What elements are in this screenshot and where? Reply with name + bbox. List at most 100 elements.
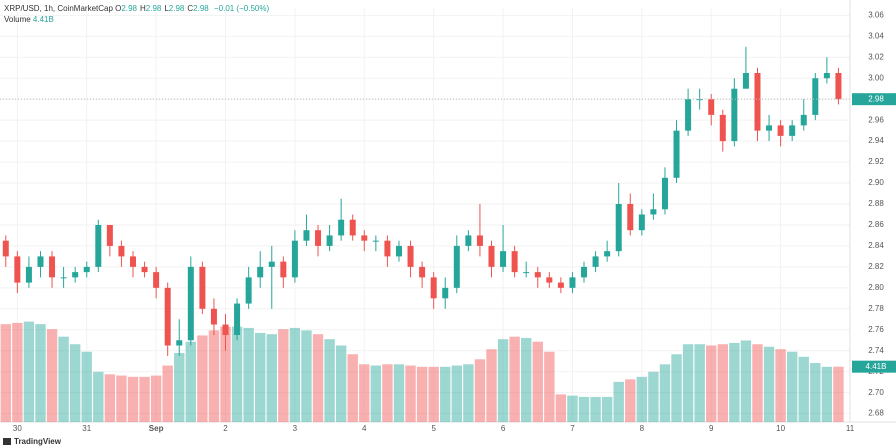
candle-body (129, 256, 136, 267)
candle-body (303, 230, 310, 241)
volume-bar (717, 344, 728, 422)
symbol: XRP/USD, 1h, CoinMarketCap (4, 4, 113, 13)
candle-body (731, 88, 738, 142)
candle-body (326, 235, 333, 246)
candle-body (338, 219, 345, 236)
volume-bar (544, 351, 555, 422)
x-tick-label: 6 (501, 424, 506, 433)
candle-body (511, 251, 518, 273)
candle-body (2, 240, 9, 257)
volume-bar (243, 327, 254, 422)
legend-value: 2.98 (145, 4, 162, 13)
volume-bar (590, 396, 601, 422)
volume-bar (520, 337, 532, 422)
candle-body (534, 272, 541, 278)
volume-bar (208, 330, 220, 422)
candle-body (176, 340, 183, 346)
volume-bar (23, 321, 35, 422)
volume-bar (532, 341, 543, 422)
candle-body (476, 235, 483, 246)
volume-tag (852, 360, 896, 373)
volume-bar (763, 346, 775, 422)
volume-bar (810, 363, 821, 422)
volume-bar (116, 375, 127, 422)
candle-body (719, 114, 726, 142)
candle-body (442, 287, 449, 299)
legend-key: O (115, 4, 122, 13)
legend-row: XRP/USD, 1h, CoinMarketCap O2.98 H2.98 L2.… (4, 3, 269, 14)
y-tick-label: 2.82 (868, 262, 884, 271)
candle-body (395, 245, 402, 257)
watermark: TradingView (14, 437, 62, 446)
volume-bar (416, 366, 428, 422)
candle-body (280, 261, 287, 278)
change: −0.01 (−0.50%) (213, 4, 270, 13)
x-tick-label: 7 (570, 424, 575, 433)
volume-bar (821, 366, 833, 422)
candle-body (604, 251, 611, 257)
candle-body (141, 266, 148, 273)
y-tick-label: 2.90 (868, 178, 884, 187)
candle-body (708, 99, 715, 115)
x-tick-label: Sep (149, 424, 164, 433)
volume-bar (0, 324, 11, 422)
y-tick-label: 2.88 (868, 199, 884, 208)
candle-body (627, 203, 634, 231)
volume-bar (497, 339, 509, 422)
y-tick-label: 2.80 (868, 283, 884, 292)
volume-bar (220, 326, 231, 422)
legend: XRP/USD, 1h, CoinMarketCap O2.98 H2.98 L2.… (4, 3, 269, 25)
candle-body (592, 256, 599, 267)
candle-body (95, 224, 102, 267)
candle-body (210, 308, 217, 325)
volume-bar (359, 364, 370, 422)
candle-body (823, 72, 830, 79)
volume-bar (671, 354, 682, 422)
y-tick-label: 3.00 (868, 73, 884, 82)
candle-body (187, 266, 194, 341)
candle-body (372, 240, 379, 242)
candle-body (835, 72, 842, 100)
y-tick-label: 2.76 (868, 325, 884, 334)
candle-body (523, 272, 530, 274)
legend-value: 2.98 (193, 4, 209, 13)
legend-value: 2.98 (121, 4, 137, 13)
candle-body (407, 245, 414, 267)
volume-bar (798, 356, 809, 422)
volume-bar (266, 334, 277, 422)
candle-body (222, 324, 229, 336)
x-tick-label: 8 (640, 424, 645, 433)
x-tick-label: 2 (223, 424, 228, 433)
candle-body (257, 266, 264, 278)
candle-body (638, 214, 645, 231)
candle-body (557, 282, 564, 288)
candle-body (361, 235, 368, 241)
volume-bar (555, 394, 567, 422)
candle-body (430, 277, 437, 299)
y-tick-label: 2.70 (868, 388, 884, 397)
candle-body (25, 266, 32, 283)
candle-body (384, 240, 391, 257)
candle-body (546, 277, 553, 283)
candle-body (766, 125, 773, 131)
volume-bar (335, 345, 347, 422)
candle-body (500, 251, 507, 267)
volume-bar (833, 366, 844, 422)
volume-value: 4.41B (32, 15, 54, 24)
candle-body (789, 125, 796, 136)
candle-body (581, 266, 588, 278)
volume-bar (174, 353, 185, 422)
candle-body (83, 266, 90, 273)
volume-bar (185, 341, 197, 422)
volume-bar (567, 395, 578, 422)
volume-bar (255, 332, 266, 422)
logo (3, 438, 11, 445)
y-tick-label: 2.84 (868, 241, 884, 250)
candle-body (673, 130, 680, 178)
candle-body (419, 266, 426, 278)
y-tick-label: 2.78 (868, 304, 884, 313)
x-tick-label: 10 (776, 424, 785, 433)
price-tag (852, 93, 896, 106)
volume-bar (578, 396, 590, 422)
